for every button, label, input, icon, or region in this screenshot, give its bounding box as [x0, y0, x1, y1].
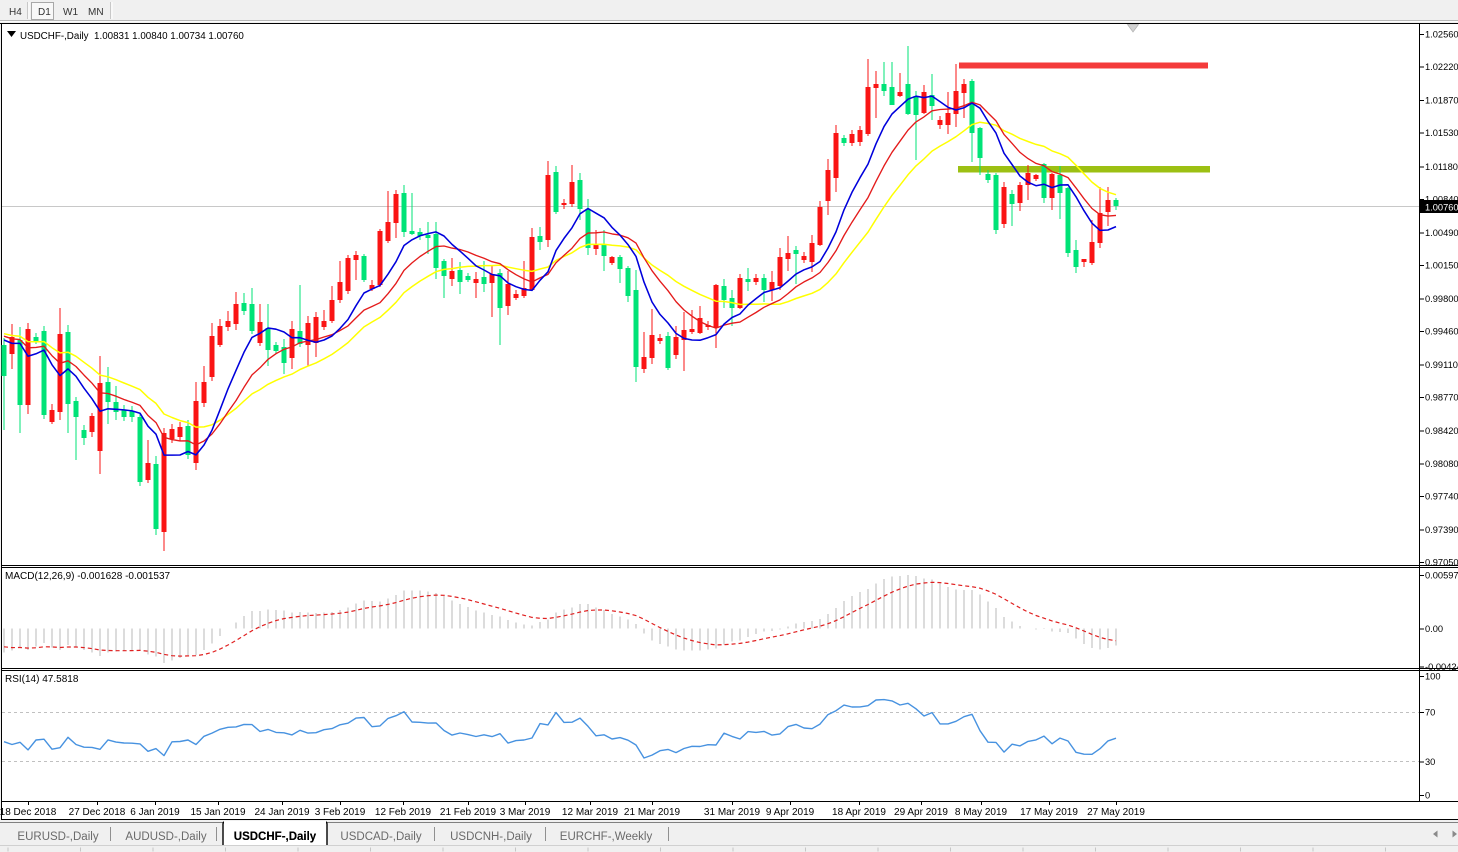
svg-text:D1: D1 — [38, 7, 51, 18]
svg-text:29 Apr 2019: 29 Apr 2019 — [894, 807, 948, 818]
svg-text:1.01870: 1.01870 — [1425, 96, 1458, 106]
svg-text:18 Dec 2018: 18 Dec 2018 — [0, 807, 57, 818]
svg-text:70: 70 — [1425, 707, 1435, 717]
svg-text:30: 30 — [1425, 757, 1435, 767]
svg-text:24 Jan 2019: 24 Jan 2019 — [254, 807, 309, 818]
svg-text:21 Mar 2019: 21 Mar 2019 — [624, 807, 681, 818]
svg-text:17 May 2019: 17 May 2019 — [1020, 807, 1078, 818]
svg-text:RSI(14) 47.5818: RSI(14) 47.5818 — [5, 674, 79, 685]
svg-text:0.98420: 0.98420 — [1425, 426, 1458, 436]
svg-text:27 Dec 2018: 27 Dec 2018 — [69, 807, 126, 818]
svg-text:W1: W1 — [63, 7, 78, 18]
svg-text:0.97050: 0.97050 — [1425, 558, 1458, 568]
svg-text:0.00: 0.00 — [1425, 624, 1443, 634]
svg-text:MN: MN — [88, 7, 104, 18]
svg-text:1.02220: 1.02220 — [1425, 62, 1458, 72]
svg-text:H4: H4 — [9, 7, 22, 18]
svg-text:100: 100 — [1425, 672, 1441, 682]
svg-text:1.00760: 1.00760 — [1425, 203, 1458, 213]
svg-text:USDCAD-,Daily: USDCAD-,Daily — [340, 831, 421, 843]
svg-text:USDCHF-,Daily: USDCHF-,Daily — [234, 831, 317, 843]
svg-text:18 Apr 2019: 18 Apr 2019 — [832, 807, 886, 818]
svg-text:EURUSD-,Daily: EURUSD-,Daily — [17, 831, 98, 843]
svg-text:0.97740: 0.97740 — [1425, 491, 1458, 501]
svg-text:0: 0 — [1425, 791, 1430, 801]
svg-text:AUDUSD-,Daily: AUDUSD-,Daily — [125, 831, 206, 843]
svg-text:15 Jan 2019: 15 Jan 2019 — [190, 807, 245, 818]
svg-text:MACD(12,26,9) -0.001628 -0.001: MACD(12,26,9) -0.001628 -0.001537 — [5, 571, 171, 582]
svg-text:EURCHF-,Weekly: EURCHF-,Weekly — [560, 831, 653, 843]
svg-text:12 Mar 2019: 12 Mar 2019 — [562, 807, 619, 818]
svg-text:0.98080: 0.98080 — [1425, 459, 1458, 469]
svg-text:0.99800: 0.99800 — [1425, 294, 1458, 304]
svg-text:3 Feb 2019: 3 Feb 2019 — [315, 807, 366, 818]
svg-text:1.00490: 1.00490 — [1425, 228, 1458, 238]
svg-text:-0.00424: -0.00424 — [1425, 662, 1458, 672]
svg-text:USDCHF-,Daily: USDCHF-,Daily — [234, 831, 317, 843]
svg-text:27 May 2019: 27 May 2019 — [1087, 807, 1145, 818]
svg-text:3 Mar 2019: 3 Mar 2019 — [500, 807, 551, 818]
svg-text:USDCNH-,Daily: USDCNH-,Daily — [450, 831, 532, 843]
svg-text:9 Apr 2019: 9 Apr 2019 — [766, 807, 815, 818]
svg-text:31 Mar 2019: 31 Mar 2019 — [704, 807, 761, 818]
svg-text:0.00597: 0.00597 — [1425, 571, 1458, 581]
svg-text:12 Feb 2019: 12 Feb 2019 — [375, 807, 432, 818]
svg-text:1.00150: 1.00150 — [1425, 260, 1458, 270]
svg-text:1.02560: 1.02560 — [1425, 30, 1458, 40]
svg-text:1.01530: 1.01530 — [1425, 128, 1458, 138]
svg-text:21 Feb 2019: 21 Feb 2019 — [440, 807, 497, 818]
svg-text:USDCHF-,Daily 1.00831 1.00840: USDCHF-,Daily 1.00831 1.00840 1.00734 1.… — [20, 31, 244, 42]
svg-text:0.99460: 0.99460 — [1425, 327, 1458, 337]
svg-text:8 May 2019: 8 May 2019 — [955, 807, 1008, 818]
svg-text:1.01180: 1.01180 — [1425, 162, 1458, 172]
svg-text:0.97390: 0.97390 — [1425, 525, 1458, 535]
svg-text:1.00840: 1.00840 — [1425, 194, 1458, 204]
svg-text:6 Jan 2019: 6 Jan 2019 — [130, 807, 180, 818]
svg-text:0.99110: 0.99110 — [1425, 360, 1458, 370]
svg-text:0.98770: 0.98770 — [1425, 393, 1458, 403]
